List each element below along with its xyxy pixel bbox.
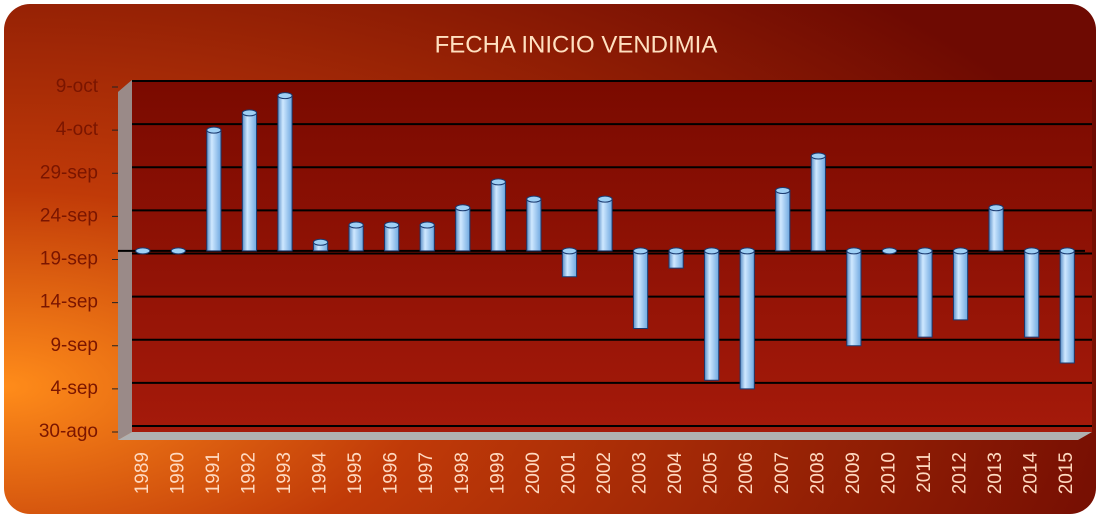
plot-area bbox=[132, 80, 1092, 432]
bar bbox=[704, 250, 720, 381]
x-tick-label: 2005 bbox=[701, 452, 722, 494]
y-tick-label: 24-sep bbox=[40, 205, 98, 226]
bar-cap bbox=[1059, 247, 1075, 255]
bar-cap bbox=[704, 247, 720, 255]
bar-cap bbox=[632, 247, 649, 255]
y-tick-label: 9-sep bbox=[50, 335, 98, 356]
bar-cap bbox=[846, 247, 862, 255]
x-tick-label: 2002 bbox=[594, 452, 615, 494]
bar-cap bbox=[561, 247, 578, 255]
bar-cap bbox=[739, 247, 755, 255]
x-tick-label: 1994 bbox=[310, 452, 331, 495]
bar-cap bbox=[312, 238, 329, 246]
x-tick-label: 1999 bbox=[487, 452, 508, 494]
bar-cap bbox=[668, 247, 684, 255]
x-tick-label: 1991 bbox=[203, 452, 224, 494]
x-tick-label: 2009 bbox=[843, 452, 864, 494]
bar bbox=[561, 250, 578, 278]
bar-cap bbox=[170, 247, 186, 255]
chart-title: FECHA INICIO VENDIMIA bbox=[435, 31, 718, 58]
x-tick-label: 2001 bbox=[558, 452, 579, 494]
bar bbox=[632, 250, 649, 329]
x-tick-label: 1997 bbox=[416, 452, 437, 494]
bar bbox=[206, 129, 222, 252]
bar bbox=[1024, 250, 1040, 338]
bar-cap bbox=[348, 221, 364, 229]
x-tick-label: 1998 bbox=[452, 452, 473, 494]
x-tick-label: 2006 bbox=[736, 452, 757, 494]
bar-cap bbox=[526, 195, 542, 203]
x-tick-label: 2014 bbox=[1021, 452, 1042, 495]
y-tick-label: 19-sep bbox=[40, 249, 98, 270]
bar bbox=[384, 224, 400, 252]
y-tick-label: 4-oct bbox=[56, 119, 99, 140]
x-tick-label: 2008 bbox=[807, 452, 828, 494]
x-tick-label: 2010 bbox=[878, 452, 899, 494]
x-tick-label: 2012 bbox=[950, 452, 971, 494]
bar-cap bbox=[419, 221, 435, 229]
bar bbox=[348, 224, 364, 252]
plot-floor bbox=[118, 432, 1092, 440]
plot-side-wall bbox=[118, 80, 132, 440]
bar-cap bbox=[241, 109, 258, 117]
bar-cap bbox=[277, 92, 293, 100]
x-tick-label: 2000 bbox=[523, 452, 544, 494]
x-tick-label: 1992 bbox=[238, 452, 259, 494]
y-tick-label: 14-sep bbox=[40, 292, 98, 313]
bar-cap bbox=[775, 187, 791, 194]
bar bbox=[277, 95, 293, 252]
x-tick-label: 2004 bbox=[665, 452, 686, 495]
bar-cap bbox=[881, 247, 898, 255]
bar bbox=[917, 250, 933, 338]
x-tick-label: 1996 bbox=[381, 452, 402, 494]
x-tick-label: 2013 bbox=[985, 452, 1006, 494]
x-tick-label: 1993 bbox=[274, 452, 295, 494]
bar bbox=[810, 155, 826, 252]
bar-cap bbox=[206, 126, 222, 134]
bar bbox=[490, 181, 506, 252]
bar bbox=[526, 198, 542, 252]
y-tick-label: 4-sep bbox=[50, 378, 98, 399]
y-tick-label: 29-sep bbox=[40, 162, 98, 183]
y-tick-label: 30-ago bbox=[39, 421, 98, 442]
x-tick-label: 1990 bbox=[167, 452, 188, 494]
y-tick-label: 9-oct bbox=[56, 76, 99, 97]
bar-cap bbox=[490, 178, 506, 186]
bar bbox=[846, 250, 862, 347]
bar bbox=[419, 224, 435, 252]
bar-cap bbox=[384, 221, 400, 229]
bar-cap bbox=[135, 247, 151, 255]
bar bbox=[775, 190, 791, 252]
bar-cap bbox=[988, 204, 1004, 212]
bar-cap bbox=[952, 247, 969, 255]
x-tick-label: 2003 bbox=[630, 452, 651, 494]
bar-cap bbox=[1024, 247, 1040, 255]
x-tick-label: 1995 bbox=[345, 452, 366, 494]
bar-cap bbox=[455, 204, 471, 212]
bar-cap bbox=[810, 152, 826, 160]
x-tick-label: 2015 bbox=[1056, 452, 1077, 494]
bar bbox=[739, 250, 755, 390]
x-tick-label: 2011 bbox=[914, 452, 935, 493]
x-tick-label: 2007 bbox=[772, 452, 793, 494]
bar bbox=[952, 250, 969, 321]
bar-cap bbox=[597, 195, 613, 203]
bar bbox=[597, 198, 613, 252]
bar bbox=[455, 207, 471, 252]
bar bbox=[988, 207, 1004, 252]
bar bbox=[1059, 250, 1075, 364]
bar-cap bbox=[917, 247, 933, 255]
x-tick-label: 1989 bbox=[132, 452, 153, 494]
bar bbox=[241, 112, 258, 252]
